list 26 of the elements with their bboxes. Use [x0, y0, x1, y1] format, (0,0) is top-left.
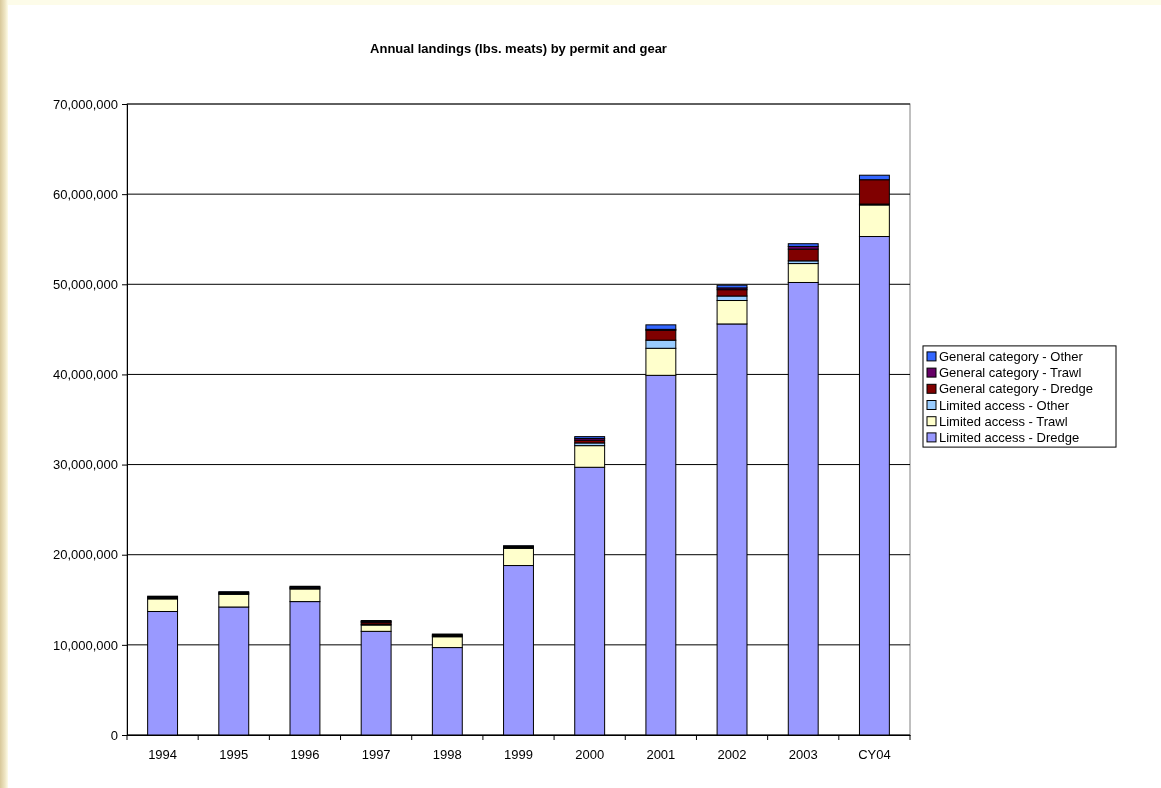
x-tick-label: 1996	[290, 747, 320, 763]
y-tick-label: 0	[110, 727, 118, 743]
x-tick-label: 1994	[148, 747, 178, 763]
x-tick-label: 1995	[219, 747, 249, 763]
legend-label: General category - Trawl	[939, 365, 1082, 381]
x-tick-label: 2000	[575, 747, 605, 763]
y-tick-label: 60,000,000	[52, 186, 118, 202]
x-tick-label: 2002	[717, 747, 747, 763]
chart-title: Annual landings (lbs. meats) by permit and gear	[370, 41, 667, 56]
x-tick-label: 2003	[788, 747, 818, 763]
legend-label: Limited access - Other	[939, 397, 1070, 413]
y-tick-label: 30,000,000	[52, 457, 118, 473]
x-tick-label: CY04	[858, 747, 891, 763]
y-tick-label: 40,000,000	[52, 367, 118, 383]
x-tick-label: 1999	[504, 747, 533, 763]
y-tick-label: 50,000,000	[52, 276, 118, 292]
x-tick-label: 1998	[432, 747, 462, 763]
y-tick-label: 10,000,000	[52, 637, 118, 653]
legend-label: Limited access - Dredge	[939, 429, 1080, 445]
x-tick-label: 2001	[646, 747, 676, 763]
y-tick-label: 20,000,000	[52, 547, 118, 563]
legend-label: Limited access - Trawl	[939, 413, 1068, 429]
legend-label: General category - Other	[939, 348, 1084, 364]
x-tick-label: 1997	[361, 747, 391, 763]
y-tick-label: 70,000,000	[52, 96, 118, 112]
legend-label: General category - Dredge	[939, 381, 1093, 397]
